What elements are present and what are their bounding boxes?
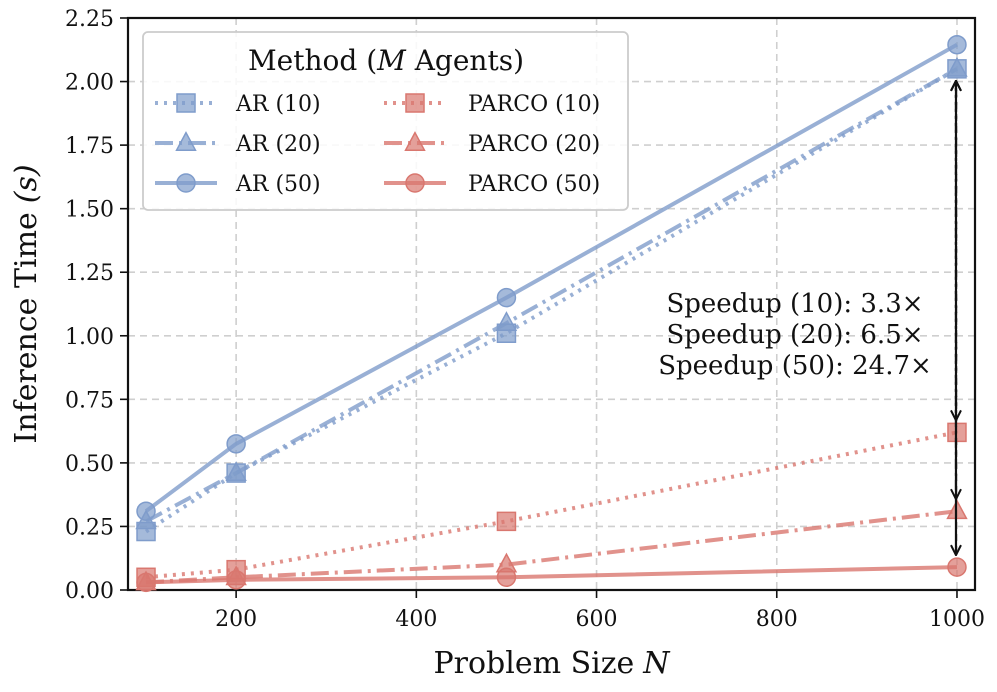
series-line-parco-50 [145, 565, 958, 585]
series-ar-50 [136, 34, 967, 521]
series-line-parco-10 [145, 430, 958, 580]
legend-label-parco-50: PARCO (50) [468, 172, 600, 197]
legend-marker-parco-10 [405, 93, 425, 113]
legend-title-prefix: Method ( [248, 44, 377, 77]
legend-entry-ar-20: AR (20) [155, 131, 321, 157]
legend-title-var: M [376, 44, 407, 77]
data-point-ar-20-2 [495, 311, 518, 332]
legend-marker-ar-20 [175, 131, 197, 151]
y-tick-label-5: 1.25 [65, 261, 114, 286]
speedup-annotations: Speedup (10): 3.3×Speedup (20): 6.5×Spee… [658, 81, 956, 555]
y-tick-label-0: 0.00 [65, 579, 114, 604]
x-axis-title-text: Problem Size [433, 646, 634, 681]
speedup-label-2: Speedup (50): 24.7× [658, 351, 932, 381]
data-point-parco-50-0 [136, 572, 156, 593]
y-tick-label-9: 2.25 [65, 7, 114, 32]
y-axis-title: Inference Time (s) [9, 164, 44, 443]
y-axis-title-text: Inference Time [9, 212, 44, 443]
data-point-ar-50-1 [226, 434, 246, 454]
data-point-ar-50-0 [136, 501, 156, 521]
legend-marker-parco-20 [404, 131, 426, 151]
legend-entry-parco-10: PARCO (10) [384, 92, 600, 117]
data-point-ar-20-1 [225, 461, 247, 482]
y-tick-label-3: 0.75 [65, 388, 114, 413]
data-point-parco-50-3 [947, 557, 967, 577]
legend-title-suffix: Agents) [406, 44, 524, 77]
plot-frame [126, 16, 977, 592]
x-axis-title: Problem Size N [433, 646, 671, 681]
series-ar-20 [135, 56, 968, 530]
y-tick-label-8: 2.00 [65, 71, 114, 96]
y-tick-label-1: 0.25 [65, 515, 114, 540]
legend-label-ar-20: AR (20) [235, 132, 321, 157]
y-tick-label-7: 1.75 [65, 134, 114, 159]
series-parco-50 [136, 557, 967, 593]
data-point-ar-50-3 [947, 34, 967, 55]
data-point-parco-50-1 [226, 570, 246, 590]
data-point-ar-20-3 [946, 56, 968, 77]
legend-label-ar-10: AR (10) [235, 92, 321, 117]
legend: Method (M Agents) AR (10) AR (20) AR (50) PA… [142, 31, 629, 211]
data-point-parco-50-2 [496, 567, 517, 588]
y-tick-label-6: 1.50 [65, 198, 114, 223]
series-line-ar-20 [145, 67, 958, 524]
y-tick-label-4: 1.00 [65, 325, 114, 350]
data-point-parco-10-2 [496, 511, 517, 532]
series-line-ar-50 [144, 42, 958, 513]
legend-title: Method (M Agents) [248, 44, 524, 77]
speedup-label-0: Speedup (10): 3.3× [666, 289, 923, 319]
legend-entry-parco-50: PARCO (50) [384, 172, 600, 197]
y-axis-title-var: (s) [9, 164, 44, 203]
x-tick-label-3: 800 [756, 607, 798, 632]
legend-marker-ar-50 [176, 173, 196, 193]
legend-label-ar-50: AR (50) [235, 172, 321, 197]
x-tick-label-2: 600 [576, 607, 618, 632]
legend-marker-parco-50 [405, 173, 425, 193]
x-tick-label-4: 1000 [929, 607, 985, 632]
series-group [135, 34, 968, 593]
x-tick-label-1: 400 [395, 607, 437, 632]
legend-entry-ar-50: AR (50) [155, 172, 321, 197]
x-tick-label-0: 200 [215, 607, 257, 632]
legend-entry-ar-10: AR (10) [155, 92, 321, 117]
legend-label-parco-20: PARCO (20) [468, 132, 600, 157]
legend-entry-parco-20: PARCO (20) [384, 131, 600, 157]
data-point-ar-50-2 [496, 287, 517, 308]
x-axis-title-var: N [642, 646, 671, 681]
axes: 200 400 600 800 1000 0.00 0.25 0.50 0.75 1.00 1.25… [9, 7, 985, 681]
legend-box [142, 31, 629, 211]
y-tick-label-2: 0.50 [65, 452, 114, 477]
legend-marker-ar-10 [176, 93, 196, 113]
legend-label-parco-10: PARCO (10) [468, 92, 600, 117]
speedup-label-1: Speedup (20): 6.5× [666, 320, 923, 350]
